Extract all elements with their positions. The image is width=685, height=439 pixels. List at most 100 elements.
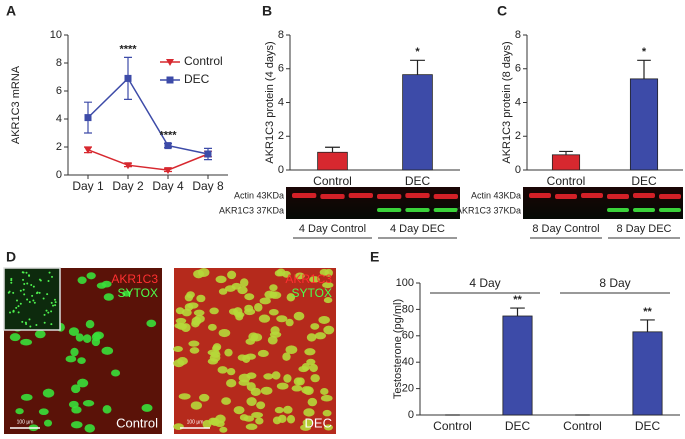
nucleus <box>221 397 232 405</box>
x-tick-label: Control <box>563 419 602 433</box>
nucleus <box>226 367 236 376</box>
nucleus <box>244 293 255 301</box>
marker <box>164 142 172 150</box>
nucleus <box>276 382 289 390</box>
inset-dot <box>33 301 36 304</box>
inset-dot <box>22 278 25 281</box>
marker <box>84 114 92 122</box>
marker <box>204 150 212 158</box>
inset-dot <box>17 305 20 308</box>
x-tick-label: Day 8 <box>192 179 224 193</box>
y-tick-label: 40 <box>402 356 414 368</box>
inset-dot <box>10 281 13 284</box>
nucleus <box>38 408 49 416</box>
nucleus <box>238 379 250 386</box>
stain-label: SYTOX <box>292 286 332 300</box>
nucleus <box>283 405 293 414</box>
nucleus <box>70 347 79 357</box>
nucleus <box>246 397 257 406</box>
y-tick-label: 0 <box>56 169 62 181</box>
y-tick-label: 6 <box>56 85 62 97</box>
series-line <box>87 77 209 155</box>
inset-dot <box>23 293 26 296</box>
nucleus <box>68 327 80 336</box>
y-axis-label: AKR1C3 mRNA <box>10 65 22 144</box>
blot <box>286 187 460 219</box>
nucleus <box>188 340 200 347</box>
significance: ** <box>643 306 652 318</box>
nucleus <box>101 346 114 355</box>
stain-label: AKR1C3 <box>111 272 158 286</box>
nucleus <box>309 363 318 373</box>
lane-label: 8 Day Control <box>532 223 599 235</box>
stain-label: SYTOX <box>118 286 158 300</box>
inset-dot <box>46 293 49 296</box>
x-tick-label: Control <box>313 174 352 188</box>
inset-dot <box>19 302 22 305</box>
nucleus <box>301 363 311 371</box>
inset-dot <box>39 279 42 282</box>
y-tick-label: 2 <box>56 141 62 153</box>
nucleus <box>71 406 82 414</box>
nucleus <box>207 349 220 356</box>
inset-dot <box>38 291 41 294</box>
nucleus <box>307 397 318 407</box>
nucleus <box>175 317 187 325</box>
blot <box>523 187 683 219</box>
nucleus <box>70 421 83 429</box>
nucleus <box>218 288 228 295</box>
inset-dot <box>52 304 55 307</box>
scale-label: 100 µm <box>187 419 204 425</box>
nucleus <box>323 297 333 304</box>
nucleus <box>111 369 121 377</box>
micrograph <box>173 267 336 434</box>
inset-dot <box>23 282 26 285</box>
marker <box>124 74 132 82</box>
y-tick-label: 6 <box>515 63 521 75</box>
blot-band <box>633 208 655 212</box>
y-tick-label: 0 <box>515 164 521 176</box>
nucleus <box>272 416 282 425</box>
blot-band <box>659 194 681 199</box>
nucleus <box>322 282 334 289</box>
nucleus <box>189 347 200 354</box>
x-tick-label: DEC <box>635 419 661 433</box>
inset-dot <box>10 277 13 280</box>
y-tick-label: 8 <box>515 29 521 41</box>
bar <box>632 331 663 416</box>
nucleus <box>260 386 273 395</box>
micrograph <box>3 267 162 434</box>
bar <box>317 151 348 171</box>
nucleus <box>173 345 183 352</box>
inset-dot <box>12 309 15 312</box>
inset-dot <box>7 291 10 294</box>
nucleus <box>310 323 320 330</box>
nucleus <box>34 330 46 339</box>
nucleus <box>85 320 95 329</box>
inset-dot <box>28 300 31 303</box>
nucleus <box>285 318 294 327</box>
nucleus <box>75 333 84 342</box>
inset-dot <box>25 271 28 274</box>
nucleus <box>199 393 210 402</box>
nucleus <box>271 371 281 380</box>
nucleus <box>96 282 107 289</box>
inset-dot <box>28 274 31 277</box>
inset-dot <box>32 299 35 302</box>
nucleus <box>237 286 248 295</box>
nucleus <box>323 325 335 335</box>
inset-dot <box>45 309 48 312</box>
nucleus <box>43 419 53 427</box>
nucleus <box>310 374 320 383</box>
nucleus <box>196 294 206 303</box>
nucleus <box>243 415 255 422</box>
nucleus <box>301 386 312 394</box>
nucleus <box>173 423 184 430</box>
nucleus <box>314 332 327 340</box>
nucleus <box>173 359 185 368</box>
nucleus <box>302 418 313 427</box>
nucleus <box>309 276 320 283</box>
nucleus <box>282 352 291 361</box>
band-label: AKR1C3 37KDa <box>219 205 284 215</box>
panel-label: A <box>6 3 16 19</box>
